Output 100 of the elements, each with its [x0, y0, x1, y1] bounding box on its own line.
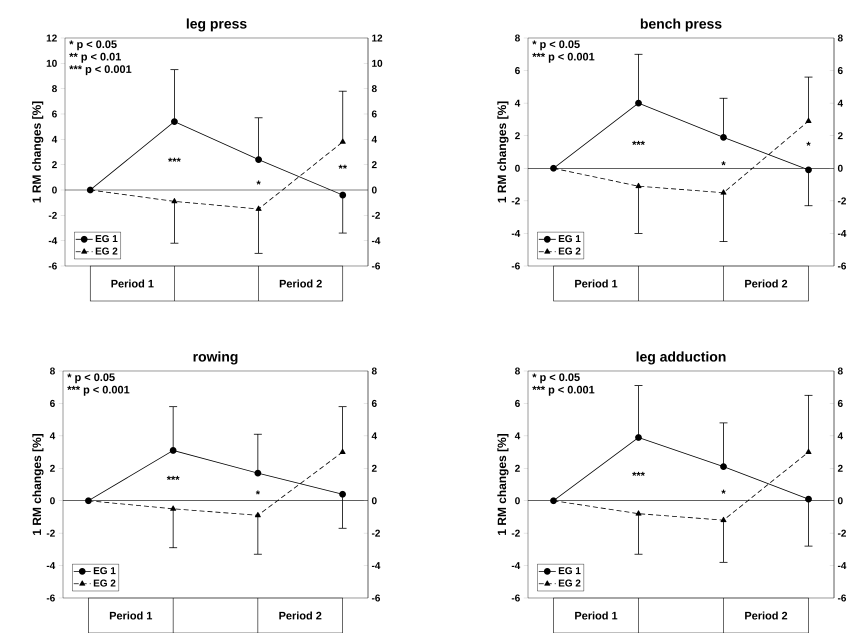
annotation: *** p < 0.001: [69, 65, 132, 76]
annotation: * p < 0.05: [532, 40, 580, 50]
point: [720, 516, 726, 522]
chart-title: bench press: [640, 18, 722, 32]
y2-tick-label: -2: [838, 530, 846, 536]
y2-tick-label: -6: [838, 262, 846, 270]
y2-tick-label: 8: [372, 367, 377, 374]
y2-tick-label: 0: [372, 186, 377, 194]
y2-tick-label: -6: [372, 262, 380, 270]
annotation: *** p < 0.001: [532, 52, 594, 63]
text: Period 1: [575, 279, 618, 288]
annotation: ** p < 0.01: [69, 52, 121, 63]
y2-tick-label: 2: [372, 161, 377, 168]
point: [339, 490, 346, 498]
text: Period 2: [279, 611, 322, 620]
point: [635, 434, 642, 441]
annotation: ***: [166, 476, 180, 480]
y2-tick-label: 4: [838, 432, 844, 440]
chart-title: leg press: [186, 18, 247, 32]
y2-tick-label: 0: [372, 497, 377, 504]
y-axis-title: 1 RM changes [%]: [32, 434, 44, 535]
y2-tick-label: 6: [838, 400, 843, 407]
y2-tick-label: 4: [838, 100, 844, 106]
point: [339, 192, 346, 198]
text: Period 2: [745, 611, 788, 620]
y2-tick-label: 2: [838, 464, 843, 472]
y-tick-label: -2: [512, 197, 520, 204]
point: [805, 166, 812, 174]
y-tick-label: 6: [515, 400, 520, 407]
y-tick-label: 2: [50, 464, 55, 472]
annotation: **: [338, 164, 347, 169]
y-tick-label: -6: [512, 262, 520, 270]
point: [256, 205, 262, 211]
y-tick-label: 8: [52, 84, 57, 92]
y-axis-title: 1 RM changes [%]: [497, 101, 509, 202]
legend-label: EG 2: [558, 247, 580, 254]
point: [635, 100, 642, 106]
point: [636, 510, 642, 516]
y-tick-label: 0: [515, 164, 520, 172]
annotation: * p < 0.05: [532, 373, 580, 384]
y-tick-label: 0: [52, 186, 57, 194]
y-tick-label: -4: [512, 562, 520, 569]
y-tick-label: -6: [48, 262, 57, 270]
legend-label: EG 1: [94, 566, 116, 574]
y2-tick-label: 8: [838, 34, 843, 42]
y-tick-label: -4: [512, 230, 520, 237]
y-tick-label: 4: [514, 100, 520, 106]
point: [340, 138, 346, 144]
y-tick-label: -6: [512, 594, 520, 602]
point: [806, 118, 812, 123]
y2-tick-label: -6: [838, 594, 846, 602]
y-tick-label: -4: [48, 237, 58, 244]
point: [340, 448, 346, 454]
chart-title: leg adduction: [636, 351, 726, 364]
point: [720, 134, 727, 141]
annotation: *** p < 0.001: [67, 386, 130, 396]
point: [805, 496, 812, 502]
y2-tick-label: -2: [372, 212, 380, 219]
text: Period 2: [745, 279, 788, 288]
annotation: *: [721, 490, 726, 494]
annotation: ***: [632, 140, 645, 145]
y2-tick-label: -4: [372, 237, 380, 244]
y-tick-label: -2: [46, 530, 55, 536]
y-tick-label: 8: [515, 367, 520, 374]
point: [550, 497, 557, 504]
annotation: ***: [632, 472, 645, 476]
y-tick-label: -2: [512, 530, 520, 536]
y2-tick-label: 12: [372, 34, 382, 42]
annotation: * p < 0.05: [69, 40, 117, 50]
legend-label: EG 1: [558, 566, 581, 574]
y-axis-title: 1 RM changes [%]: [497, 434, 509, 535]
point: [86, 186, 94, 194]
y2-tick-label: -2: [372, 530, 380, 536]
text: Period 1: [110, 611, 152, 620]
point: [636, 182, 642, 188]
legend-label: EG 2: [94, 579, 116, 586]
legend-label: EG 1: [96, 234, 118, 242]
y-tick-label: 8: [515, 34, 520, 42]
y2-tick-label: 0: [838, 497, 843, 504]
y2-tick-label: 6: [372, 110, 377, 118]
annotation: *: [256, 180, 261, 184]
y-tick-label: 12: [46, 34, 57, 42]
text: Period 1: [111, 279, 154, 288]
legend-label: EG 2: [96, 247, 118, 254]
chart-title: rowing: [194, 351, 238, 364]
point: [170, 505, 176, 511]
annotation: * p < 0.05: [67, 373, 115, 384]
text: Period 2: [280, 279, 322, 288]
y2-tick-label: 2: [372, 464, 377, 472]
y-tick-label: 2: [515, 132, 520, 140]
y-tick-label: 4: [52, 136, 58, 143]
y2-tick-label: 4: [372, 136, 378, 143]
annotation: ***: [168, 158, 181, 162]
y-tick-label: 4: [50, 432, 56, 440]
y-tick-label: 0: [515, 497, 520, 504]
point: [254, 470, 262, 476]
y2-tick-label: 6: [838, 66, 843, 74]
y2-tick-label: -4: [838, 230, 846, 237]
legend-label: EG 1: [558, 234, 581, 242]
y-tick-label: 10: [46, 60, 57, 67]
